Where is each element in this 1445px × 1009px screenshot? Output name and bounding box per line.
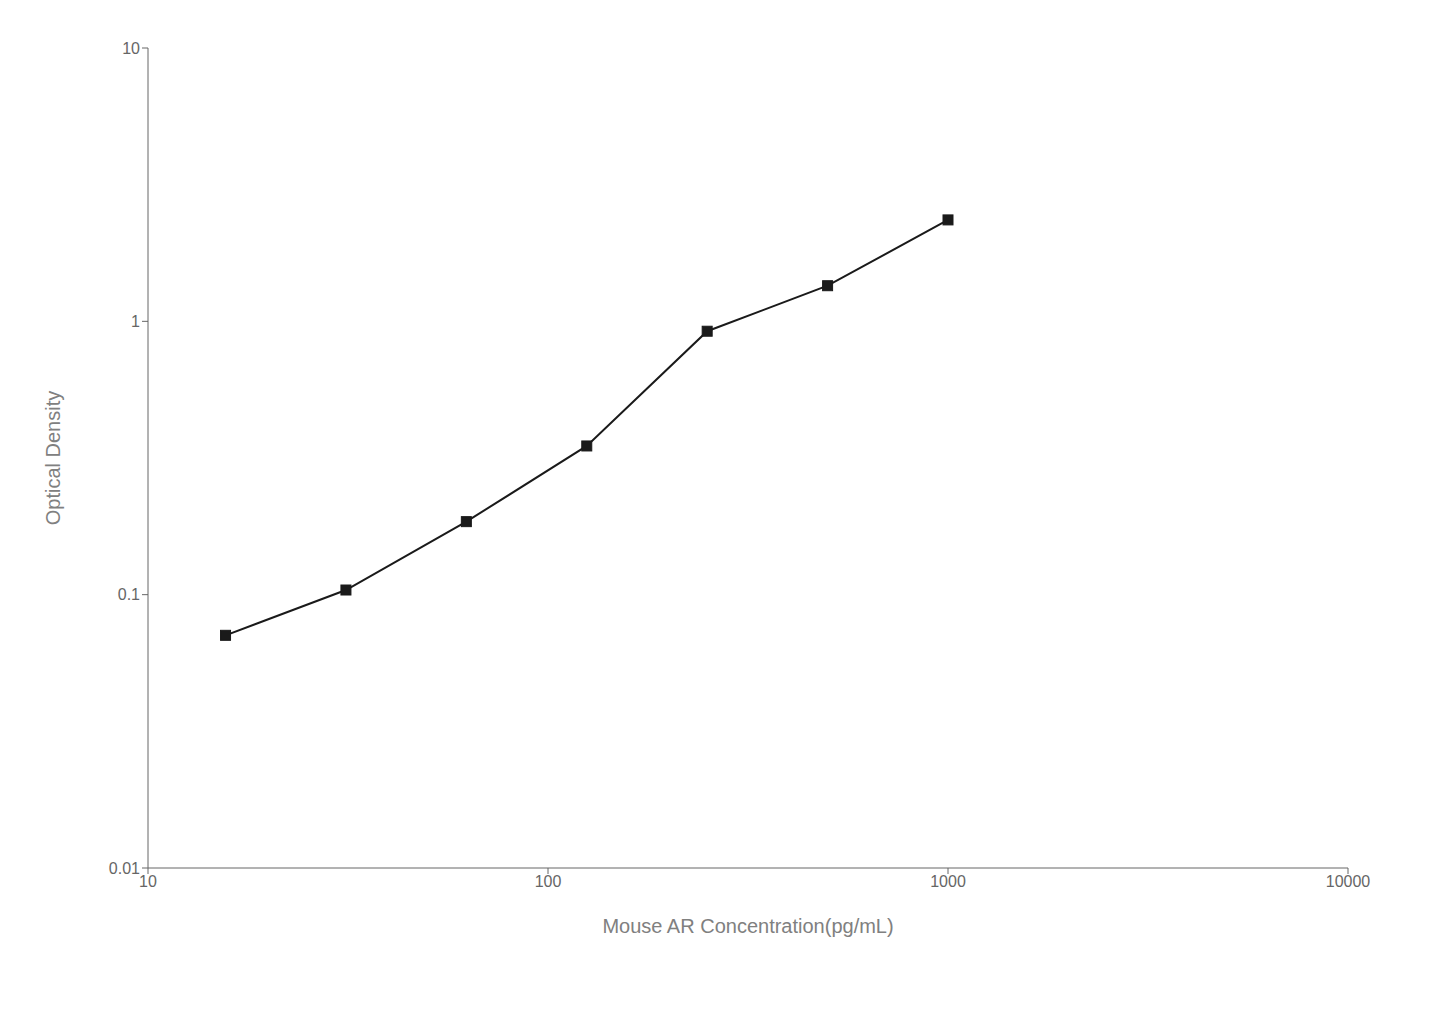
svg-text:10: 10 [139, 873, 157, 890]
svg-text:100: 100 [535, 873, 562, 890]
svg-text:10000: 10000 [1326, 873, 1371, 890]
svg-text:1000: 1000 [930, 873, 966, 890]
svg-text:Mouse AR Concentration(pg/mL): Mouse AR Concentration(pg/mL) [602, 915, 893, 937]
svg-text:0.1: 0.1 [118, 586, 140, 603]
svg-text:1: 1 [131, 313, 140, 330]
svg-text:Optical Density: Optical Density [42, 391, 64, 526]
svg-text:10: 10 [122, 40, 140, 57]
svg-text:0.01: 0.01 [109, 860, 140, 877]
